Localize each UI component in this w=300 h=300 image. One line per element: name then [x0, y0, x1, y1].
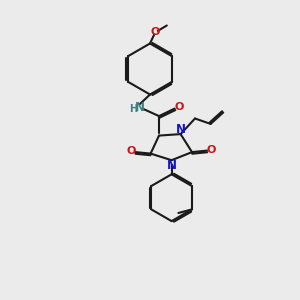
- Text: N: N: [167, 159, 177, 172]
- Text: O: O: [207, 145, 216, 155]
- Text: N: N: [135, 100, 145, 114]
- Text: O: O: [174, 102, 184, 112]
- Text: N: N: [176, 123, 186, 136]
- Text: O: O: [126, 146, 136, 157]
- Text: H: H: [129, 104, 137, 115]
- Text: O: O: [151, 27, 160, 37]
